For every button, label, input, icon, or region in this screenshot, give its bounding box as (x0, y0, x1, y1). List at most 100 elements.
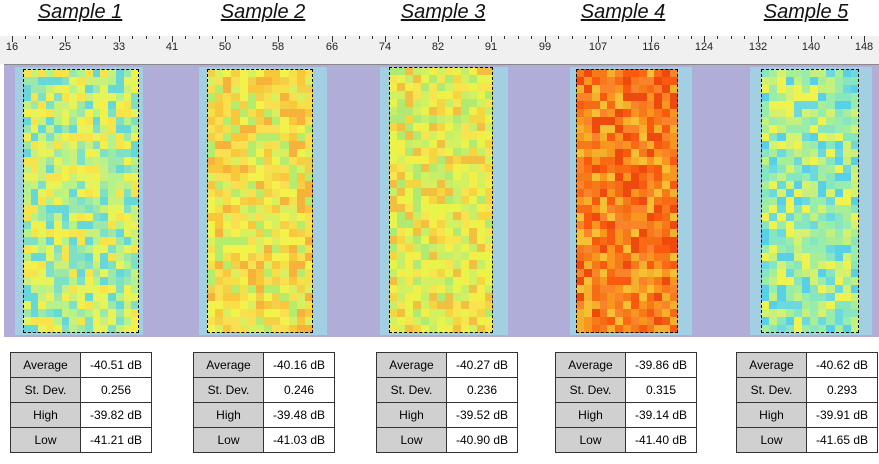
table-row: Average -40.62 dB (736, 352, 878, 378)
sample-heatmap (207, 69, 313, 333)
table-row: St. Dev. 0.293 (736, 377, 878, 403)
ruler-tick (278, 36, 279, 42)
ruler-minor-tick (25, 36, 26, 39)
ruler-tick-label: 25 (58, 41, 72, 53)
selection-rectangle[interactable] (576, 69, 678, 333)
ruler-minor-tick (691, 36, 692, 39)
table-row: St. Dev. 0.246 (193, 377, 335, 403)
selection-rectangle[interactable] (761, 69, 859, 333)
table-row: Average -39.86 dB (555, 352, 697, 378)
ruler-tick (598, 36, 599, 42)
stat-value: -40.51 dB (80, 352, 152, 378)
sample-region-5[interactable] (748, 65, 876, 337)
ruler-minor-tick (478, 36, 479, 39)
ruler-minor-tick (39, 36, 40, 39)
ruler-minor-tick (159, 36, 160, 39)
stat-value: -39.52 dB (446, 402, 518, 428)
selection-rectangle[interactable] (389, 67, 493, 333)
stat-value: -39.86 dB (625, 352, 697, 378)
stat-label: St. Dev. (736, 377, 807, 403)
stat-value: -41.65 dB (806, 427, 878, 453)
sample-title-2: Sample 2 (220, 1, 306, 23)
selection-rectangle[interactable] (23, 69, 139, 333)
ruler-minor-tick (105, 36, 106, 39)
ruler-minor-tick (585, 36, 586, 39)
ruler-tick-label: 99 (538, 41, 552, 53)
ruler-minor-tick (717, 36, 718, 39)
stat-value: -39.48 dB (263, 402, 335, 428)
ruler-minor-tick (359, 36, 360, 39)
ruler-minor-tick (291, 36, 292, 39)
ruler-tick (385, 36, 386, 42)
ruler-tick (332, 36, 333, 42)
stat-label: Average (10, 352, 81, 378)
ruler-tick-label: 116 (642, 41, 660, 53)
stats-table-4: Average -39.86 dB St. Dev. 0.315 High -39.1… (555, 352, 697, 453)
table-row: High -39.14 dB (555, 402, 697, 428)
table-row: High -39.48 dB (193, 402, 335, 428)
ruler-minor-tick (518, 36, 519, 39)
stat-label: Low (376, 427, 447, 453)
stat-label: Low (555, 427, 626, 453)
ruler-minor-tick (851, 36, 852, 39)
table-row: Average -40.16 dB (193, 352, 335, 378)
sample-heatmap (761, 69, 859, 333)
stat-value: -40.16 dB (263, 352, 335, 378)
ruler-tick (545, 36, 546, 42)
table-row: Average -40.51 dB (10, 352, 152, 378)
sample-title-3: Sample 3 (400, 1, 486, 23)
sample-region-1[interactable] (9, 65, 149, 337)
ruler-tick (758, 36, 759, 42)
stat-value: -39.14 dB (625, 402, 697, 428)
ruler-minor-tick (531, 36, 532, 39)
ruler-tick-label: 107 (588, 41, 608, 53)
ruler-minor-tick (664, 36, 665, 39)
sample-region-2[interactable] (193, 65, 333, 337)
horizontal-ruler[interactable]: 16 25 33 41 50 58 66 74 82 91 99 107 116 124 132 140 148 (0, 36, 879, 64)
stats-table-1: Average -40.51 dB St. Dev. 0.256 High -39.8… (10, 352, 152, 453)
ruler-minor-tick (199, 36, 200, 39)
stat-label: St. Dev. (555, 377, 626, 403)
ruler-minor-tick (372, 36, 373, 39)
ruler-tick (438, 36, 439, 42)
ruler-tick-label: 33 (112, 41, 126, 53)
ruler-minor-tick (238, 36, 239, 39)
stat-value: -39.91 dB (806, 402, 878, 428)
table-row: High -39.52 dB (376, 402, 518, 428)
ruler-minor-tick (465, 36, 466, 39)
ruler-minor-tick (504, 36, 505, 39)
ruler-minor-tick (611, 36, 612, 39)
ruler-minor-tick (318, 36, 319, 39)
ruler-minor-tick (824, 36, 825, 39)
sample-heatmap (23, 69, 139, 333)
ruler-tick (491, 36, 492, 42)
table-row: St. Dev. 0.236 (376, 377, 518, 403)
ruler-tick-label: 82 (431, 41, 445, 53)
ruler-tick-label: 41 (165, 41, 179, 53)
ruler-tick (172, 36, 173, 42)
selection-rectangle[interactable] (207, 69, 313, 333)
ruler-minor-tick (572, 36, 573, 39)
table-row: St. Dev. 0.315 (555, 377, 697, 403)
stat-value: 0.236 (446, 377, 518, 403)
ruler-tick-label: 140 (801, 41, 821, 53)
ruler-minor-tick (785, 36, 786, 39)
sample-region-3[interactable] (376, 65, 516, 337)
ruler-minor-tick (838, 36, 839, 39)
ruler-minor-tick (212, 36, 213, 39)
ruler-minor-tick (252, 36, 253, 39)
stat-value: -40.27 dB (446, 352, 518, 378)
ruler-minor-tick (52, 36, 53, 39)
sample-title-5: Sample 5 (763, 1, 849, 23)
ruler-tick (12, 36, 13, 42)
ruler-minor-tick (132, 36, 133, 39)
stat-label: Average (555, 352, 626, 378)
stat-value: -41.03 dB (263, 427, 335, 453)
stat-label: High (10, 402, 81, 428)
sample-region-4[interactable] (564, 65, 704, 337)
stat-label: High (736, 402, 807, 428)
ruler-minor-tick (305, 36, 306, 39)
heatmap-plot-area[interactable] (4, 64, 879, 337)
ruler-tick (704, 36, 705, 42)
ruler-minor-tick (345, 36, 346, 39)
